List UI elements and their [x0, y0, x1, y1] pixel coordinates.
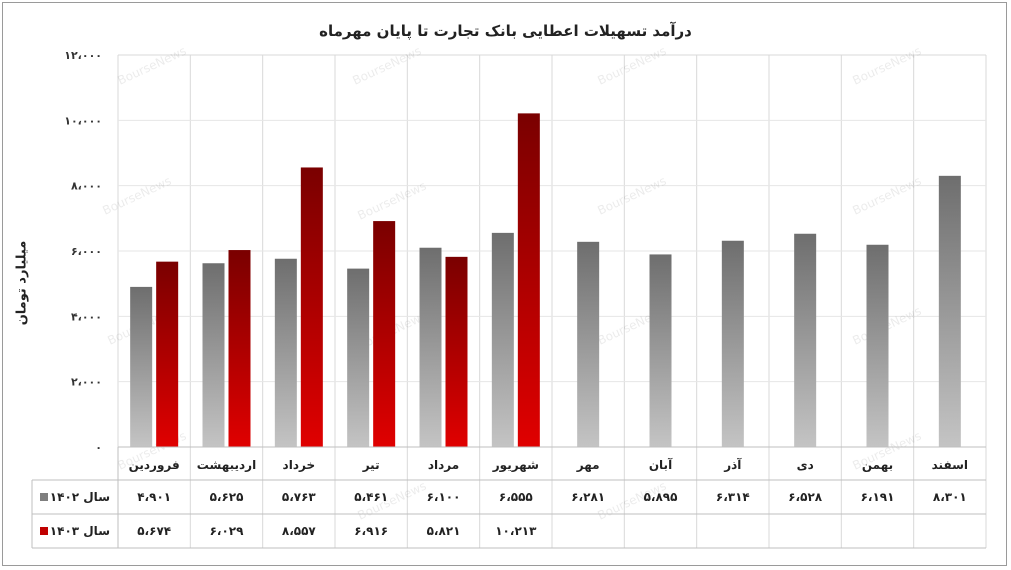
- bar-series1: [866, 244, 889, 447]
- y-tick-label: ۶،۰۰۰: [71, 245, 102, 258]
- bar-series2: [228, 250, 251, 447]
- legend-swatch: [40, 527, 48, 535]
- legend-label: سال ۱۴۰۳: [50, 524, 110, 538]
- watermark-text: BourseNews: [595, 174, 668, 218]
- data-label: ۶،۰۲۹: [210, 524, 245, 538]
- x-tick-label: خرداد: [283, 458, 316, 472]
- x-tick-label: اسفند: [932, 458, 968, 472]
- bar-series2: [445, 256, 468, 447]
- watermark-text: BourseNews: [850, 44, 923, 88]
- data-label: ۱۰،۲۱۳: [495, 524, 537, 538]
- bar-series1: [491, 232, 514, 447]
- watermark-text: BourseNews: [850, 174, 923, 218]
- data-label: ۵،۶۲۵: [210, 490, 244, 504]
- watermark-text: BourseNews: [100, 174, 173, 218]
- bar-series1: [938, 175, 961, 448]
- data-label: ۶،۵۲۸: [788, 490, 823, 504]
- x-tick-label: مهر: [576, 458, 600, 472]
- y-tick-label: ۱۲،۰۰۰: [64, 49, 102, 62]
- bar-series1: [649, 254, 672, 447]
- data-label: ۶،۵۵۵: [499, 490, 533, 504]
- bars-layer: [130, 113, 961, 448]
- legend-label: سال ۱۴۰۲: [50, 490, 110, 504]
- data-label: ۶،۹۱۶: [354, 524, 388, 538]
- bar-series2: [156, 261, 179, 447]
- bar-series1: [721, 240, 744, 447]
- bar-series1: [577, 241, 600, 447]
- data-label: ۵،۷۶۳: [282, 490, 317, 504]
- x-tick-label: آبان: [649, 457, 673, 472]
- data-label: ۵،۸۲۱: [427, 524, 461, 538]
- bar-series1: [202, 263, 225, 447]
- chart-title: درآمد تسهیلات اعطایی بانک تجارت تا پایان…: [319, 22, 692, 40]
- x-tick-label: مرداد: [428, 458, 459, 472]
- data-label: ۵،۴۶۱: [354, 490, 388, 504]
- y-tick-label: ۴،۰۰۰: [71, 310, 102, 323]
- grid-layer: [117, 54, 987, 548]
- bar-series1: [347, 268, 370, 447]
- bar-series1: [794, 233, 817, 447]
- bar-series1: [274, 258, 297, 447]
- y-tick-label: ۱۰،۰۰۰: [64, 114, 102, 127]
- data-label: ۶،۲۸۱: [571, 490, 605, 504]
- data-label: ۸،۳۰۱: [933, 490, 967, 504]
- bar-series1: [419, 247, 442, 447]
- data-label: ۵،۶۷۴: [137, 524, 171, 538]
- bar-series1: [130, 286, 153, 447]
- x-tick-label: شهریور: [492, 458, 539, 473]
- data-label: ۶،۳۱۴: [716, 490, 750, 504]
- x-tick-label: اردیبهشت: [197, 458, 256, 472]
- watermark-text: BourseNews: [595, 44, 668, 88]
- y-tick-label: ۰: [95, 441, 102, 454]
- data-label: ۶،۱۹۱: [861, 490, 895, 504]
- x-tick-label: فروردین: [129, 458, 180, 473]
- data-table: فروردین اردیبهشت خرداد تیر مرداد شهریور مهر آبا…: [31, 446, 986, 549]
- x-tick-label: آذر: [723, 457, 742, 472]
- x-tick-label: تیر: [362, 458, 380, 472]
- legend-swatch: [40, 493, 48, 501]
- data-label: ۵،۸۹۵: [644, 490, 678, 504]
- watermark-text: BourseNews: [350, 44, 423, 88]
- x-tick-label: بهمن: [862, 458, 893, 472]
- x-tick-label: دی: [797, 458, 814, 472]
- y-tick-label: ۸،۰۰۰: [71, 180, 102, 193]
- data-label: ۸،۵۵۷: [282, 524, 317, 538]
- bar-series2: [373, 221, 396, 447]
- bar-series2: [300, 167, 323, 448]
- watermark-text: BourseNews: [115, 44, 188, 88]
- bar-series2: [517, 113, 540, 447]
- data-label: ۶،۱۰۰: [427, 490, 461, 504]
- y-tick-label: ۲،۰۰۰: [71, 376, 102, 389]
- data-label: ۴،۹۰۱: [137, 490, 171, 504]
